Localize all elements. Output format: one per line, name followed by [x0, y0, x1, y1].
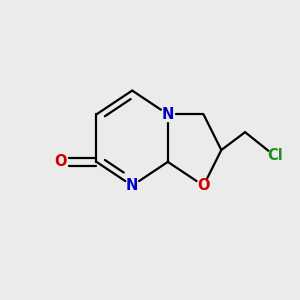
Text: O: O	[55, 154, 67, 169]
Text: N: N	[162, 107, 174, 122]
Text: N: N	[126, 178, 138, 193]
Text: O: O	[197, 178, 210, 193]
Text: Cl: Cl	[267, 148, 283, 164]
